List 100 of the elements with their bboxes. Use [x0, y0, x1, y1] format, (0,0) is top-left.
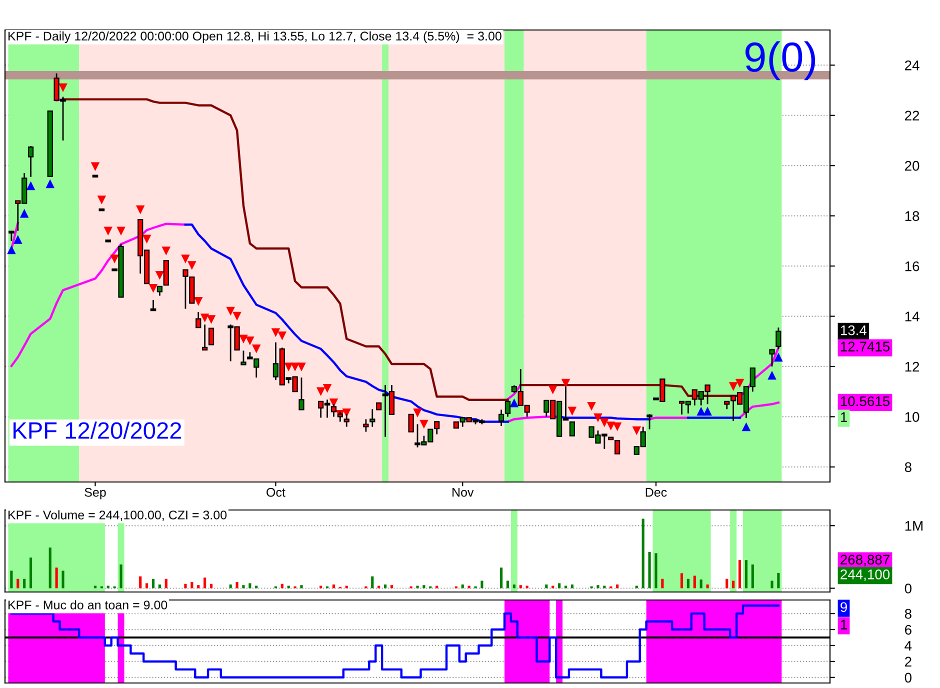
- y-tick-label: 0: [904, 672, 912, 683]
- bar: [94, 586, 97, 588]
- bar: [732, 580, 735, 588]
- y-tick-label: 22: [905, 110, 920, 120]
- bar: [345, 586, 348, 588]
- y-tick-label: 2: [905, 656, 912, 666]
- text: 13.4: [840, 325, 867, 336]
- point: [561, 378, 570, 388]
- bar: [519, 585, 522, 588]
- point: [510, 398, 519, 408]
- bar: [770, 580, 774, 588]
- y-tick-label: 6: [905, 624, 912, 635]
- y-tick-label: 14: [905, 312, 920, 322]
- y-tick-label: 20: [905, 160, 920, 171]
- chart-title: KPF - Daily 12/20/2022 00:00:00 Open 12.8, Hi 13.55, Lo 12.7, Close 13.4 (5.5%) = 3.00: [8, 31, 502, 44]
- candlestick: [298, 376, 304, 410]
- point: [703, 406, 712, 416]
- y-tick-label: 24: [905, 60, 920, 70]
- bar: [545, 584, 548, 588]
- point: [587, 402, 596, 411]
- bar: [596, 585, 600, 588]
- point: [148, 284, 158, 293]
- text: 12.7415: [840, 342, 890, 352]
- text: 9: [840, 602, 847, 612]
- point: [548, 385, 558, 394]
- chart-title: KPF - Muc do an toan = 9.00: [8, 600, 168, 610]
- point: [110, 254, 119, 264]
- bar: [500, 568, 503, 588]
- y-tick-label: 8: [904, 608, 912, 619]
- point: [735, 378, 744, 388]
- point: [271, 328, 280, 337]
- y-tick-label: 0: [904, 584, 912, 594]
- bar: [287, 586, 290, 588]
- bar: [229, 584, 232, 588]
- candlestick: [202, 324, 208, 351]
- text: 10.5615: [840, 396, 890, 406]
- bar: [10, 570, 13, 588]
- bar: [48, 548, 52, 588]
- point: [774, 352, 783, 362]
- point: [90, 162, 100, 171]
- bar: [512, 584, 516, 588]
- candlestick: [240, 350, 246, 366]
- point: [600, 418, 609, 428]
- point: [14, 235, 22, 244]
- point: [284, 362, 293, 372]
- bar: [378, 586, 380, 588]
- bar: [744, 560, 748, 588]
- point: [142, 234, 152, 244]
- point: [239, 334, 248, 344]
- bar: [390, 585, 394, 588]
- y-tick-label: 4: [904, 640, 912, 651]
- bar: [616, 584, 619, 588]
- bar: [55, 568, 58, 588]
- x-tick-label: Oct: [266, 488, 286, 497]
- point: [568, 406, 577, 416]
- bar: [648, 552, 651, 588]
- candlestick: [208, 328, 214, 346]
- candlestick: [504, 400, 511, 418]
- point: [7, 245, 16, 254]
- point: [232, 312, 242, 321]
- bar: [700, 579, 702, 588]
- point: [696, 406, 706, 416]
- point: [413, 408, 422, 418]
- chart-title: KPF - Volume = 244,100.00, CZI = 3.00: [8, 510, 227, 521]
- point: [226, 306, 235, 316]
- bar: [461, 584, 464, 588]
- bar: [184, 584, 187, 588]
- bar: [164, 578, 168, 588]
- bar: [506, 580, 510, 588]
- bar: [190, 582, 194, 588]
- bar: [570, 584, 574, 588]
- bar: [242, 585, 245, 588]
- bar: [564, 586, 568, 588]
- bar: [204, 578, 206, 588]
- candlestick: [776, 326, 782, 350]
- annotation: KPF 12/20/2022: [14, 422, 182, 439]
- bar: [422, 585, 426, 588]
- candlestick: [156, 286, 162, 296]
- bar: [158, 584, 161, 588]
- candlestick: [408, 414, 414, 432]
- point: [316, 387, 326, 396]
- point: [104, 226, 113, 236]
- y-tick-label: 18: [905, 211, 920, 221]
- bar: [236, 582, 238, 588]
- bar: [693, 576, 696, 588]
- bar: [416, 586, 419, 588]
- bar: [152, 578, 155, 588]
- bar: [706, 584, 709, 588]
- bar: [751, 564, 754, 588]
- point: [206, 315, 216, 324]
- bar: [738, 560, 742, 588]
- bar: [332, 584, 335, 588]
- candlestick: [769, 348, 775, 368]
- point: [290, 362, 300, 372]
- bar: [552, 586, 554, 588]
- point: [188, 261, 196, 270]
- point: [200, 314, 210, 322]
- candlestick: [614, 440, 620, 454]
- bar: [320, 586, 322, 588]
- candlestick: [337, 410, 343, 422]
